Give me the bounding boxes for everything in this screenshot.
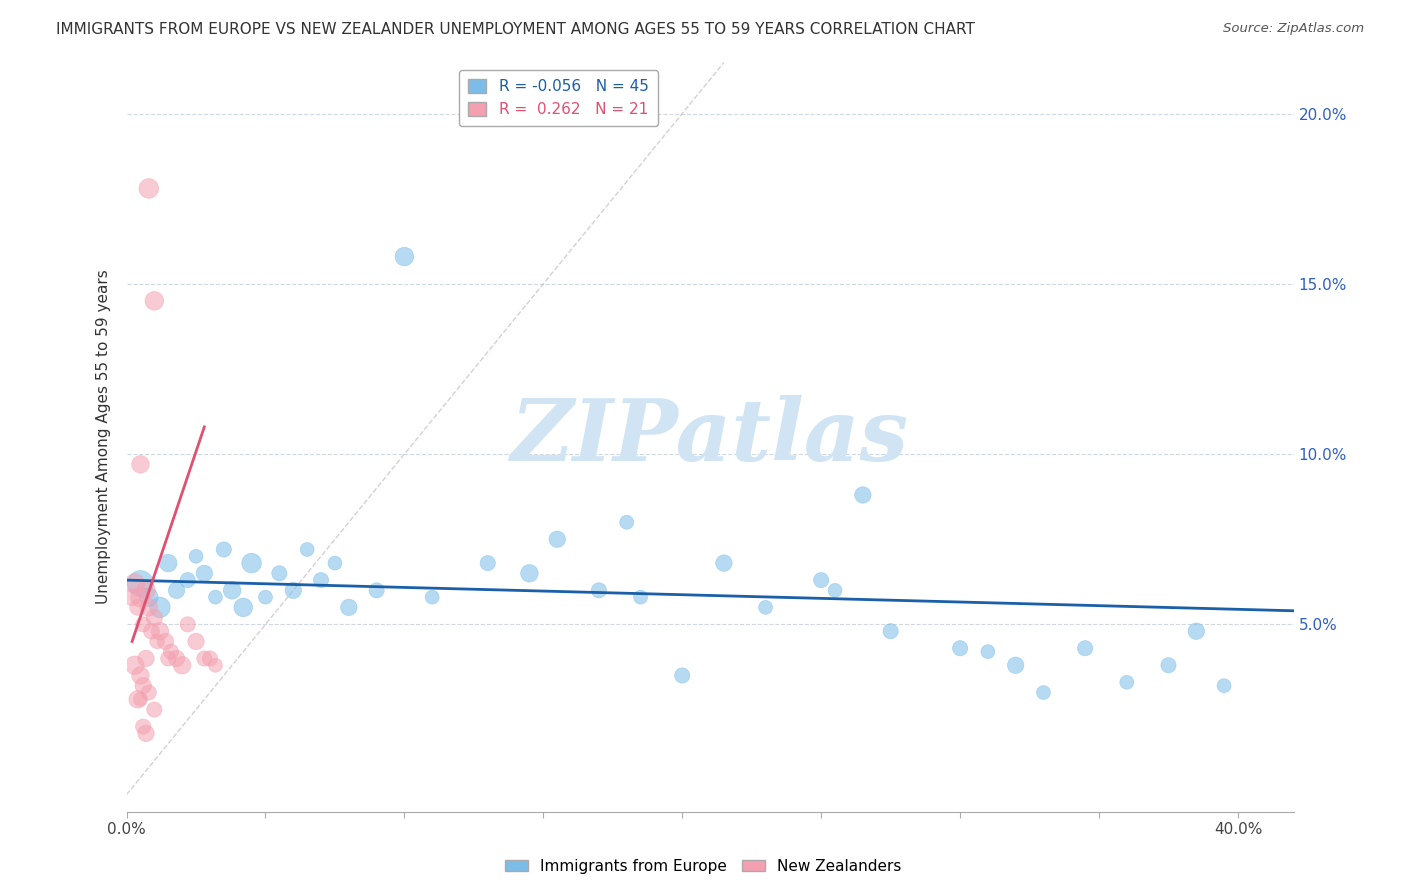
Point: [420, 590, 443, 604]
Text: ZIPatlas: ZIPatlas: [510, 395, 910, 479]
Point: [143, 702, 166, 716]
Point: [1032, 685, 1054, 699]
Point: [127, 692, 149, 706]
Point: [155, 634, 177, 648]
Point: [138, 590, 160, 604]
Point: [1157, 658, 1180, 673]
Text: IMMIGRANTS FROM EUROPE VS NEW ZEALANDER UNEMPLOYMENT AMONG AGES 55 TO 59 YEARS C: IMMIGRANTS FROM EUROPE VS NEW ZEALANDER …: [56, 22, 976, 37]
Point: [135, 726, 157, 740]
Point: [129, 576, 152, 591]
Point: [157, 556, 180, 570]
Point: [138, 685, 160, 699]
Point: [193, 651, 215, 665]
Point: [132, 679, 155, 693]
Point: [132, 720, 155, 734]
Point: [176, 617, 198, 632]
Point: [394, 250, 416, 264]
Legend: Immigrants from Europe, New Zealanders: Immigrants from Europe, New Zealanders: [499, 853, 907, 880]
Point: [193, 566, 215, 581]
Point: [146, 634, 169, 648]
Point: [283, 583, 305, 598]
Point: [879, 624, 901, 639]
Point: [143, 293, 166, 308]
Point: [713, 556, 735, 570]
Point: [184, 549, 207, 564]
Point: [166, 651, 188, 665]
Point: [166, 583, 188, 598]
Text: Source: ZipAtlas.com: Source: ZipAtlas.com: [1223, 22, 1364, 36]
Point: [671, 668, 693, 682]
Point: [138, 600, 160, 615]
Point: [149, 624, 172, 639]
Point: [366, 583, 388, 598]
Point: [127, 600, 149, 615]
Legend: R = -0.056   N = 45, R =  0.262   N = 21: R = -0.056 N = 45, R = 0.262 N = 21: [458, 70, 658, 126]
Point: [546, 533, 568, 547]
Point: [824, 583, 846, 598]
Point: [323, 556, 346, 570]
Point: [157, 651, 180, 665]
Point: [309, 573, 332, 587]
Point: [269, 566, 291, 581]
Point: [1004, 658, 1026, 673]
Point: [121, 590, 143, 604]
Point: [810, 573, 832, 587]
Point: [141, 624, 163, 639]
Point: [977, 645, 1000, 659]
Point: [240, 556, 263, 570]
Point: [630, 590, 652, 604]
Point: [129, 590, 152, 604]
Point: [135, 583, 157, 598]
Point: [135, 651, 157, 665]
Point: [149, 600, 172, 615]
Point: [949, 641, 972, 656]
Point: [132, 617, 155, 632]
Point: [176, 573, 198, 587]
Point: [755, 600, 778, 615]
Y-axis label: Unemployment Among Ages 55 to 59 years: Unemployment Among Ages 55 to 59 years: [96, 269, 111, 605]
Point: [198, 651, 221, 665]
Point: [204, 590, 226, 604]
Point: [1185, 624, 1208, 639]
Point: [616, 515, 638, 529]
Point: [124, 576, 146, 591]
Point: [124, 658, 146, 673]
Point: [221, 583, 243, 598]
Point: [337, 600, 360, 615]
Point: [1213, 679, 1236, 693]
Point: [295, 542, 318, 557]
Point: [588, 583, 610, 598]
Point: [1074, 641, 1097, 656]
Point: [477, 556, 499, 570]
Point: [204, 658, 226, 673]
Point: [143, 610, 166, 624]
Point: [138, 181, 160, 195]
Point: [184, 634, 207, 648]
Point: [129, 692, 152, 706]
Point: [129, 458, 152, 472]
Point: [212, 542, 235, 557]
Point: [129, 668, 152, 682]
Point: [852, 488, 875, 502]
Point: [232, 600, 254, 615]
Point: [160, 645, 183, 659]
Point: [519, 566, 541, 581]
Point: [1115, 675, 1137, 690]
Point: [254, 590, 277, 604]
Point: [172, 658, 194, 673]
